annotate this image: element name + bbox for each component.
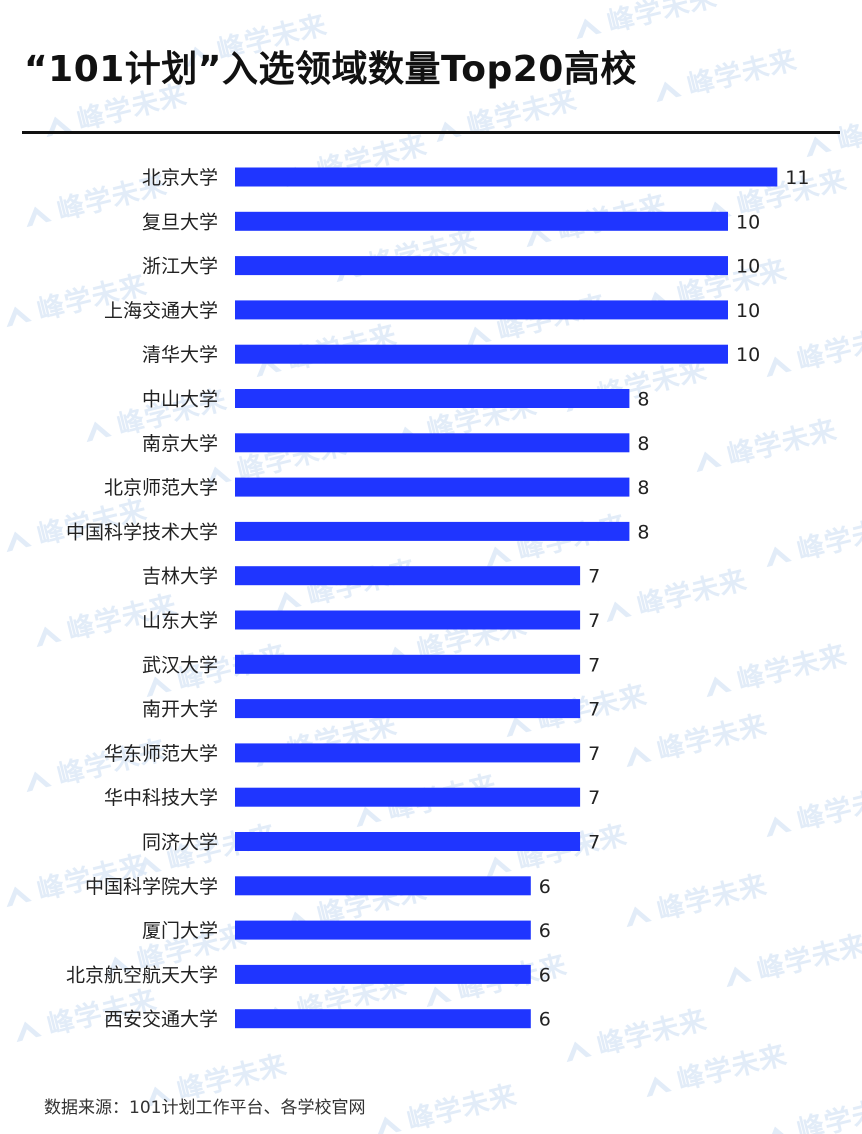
bar (235, 256, 728, 276)
category-label: 清华大学 (142, 344, 218, 366)
value-label: 7 (588, 743, 600, 765)
value-label: 7 (588, 610, 600, 632)
category-label: 同济大学 (142, 832, 218, 854)
bar (235, 876, 531, 896)
category-label: 北京大学 (142, 167, 218, 189)
category-label: 武汉大学 (142, 654, 218, 676)
value-label: 11 (785, 167, 809, 189)
category-label: 复旦大学 (142, 211, 218, 233)
value-label: 7 (588, 832, 600, 854)
value-label: 8 (637, 521, 649, 543)
category-label: 厦门大学 (142, 920, 218, 942)
bar (235, 832, 581, 851)
value-label: 8 (637, 433, 649, 455)
bar (235, 610, 581, 630)
bar (235, 787, 581, 807)
bar (235, 389, 630, 408)
category-label: 南京大学 (142, 433, 218, 455)
category-label: 吉林大学 (142, 566, 218, 588)
category-label: 浙江大学 (142, 256, 218, 278)
category-label: 中国科学技术大学 (66, 521, 218, 543)
bar (235, 521, 630, 541)
category-label: 南开大学 (142, 699, 218, 721)
bar (235, 211, 728, 231)
bar (235, 699, 581, 719)
bar (235, 743, 581, 763)
value-label: 7 (588, 654, 600, 676)
value-label: 6 (539, 920, 551, 942)
title-divider (22, 131, 840, 134)
category-label: 中山大学 (142, 389, 218, 411)
bar (235, 477, 630, 497)
category-label: 北京航空航天大学 (66, 964, 218, 986)
value-label: 7 (588, 699, 600, 721)
value-label: 6 (539, 876, 551, 898)
category-label: 中国科学院大学 (85, 876, 218, 898)
bar (235, 920, 531, 940)
value-label: 7 (588, 566, 600, 588)
bar (235, 964, 531, 984)
category-label: 山东大学 (142, 610, 218, 632)
value-label: 10 (736, 344, 760, 366)
category-label: 北京师范大学 (104, 477, 218, 499)
bar (235, 167, 778, 187)
category-label: 西安交通大学 (104, 1009, 218, 1031)
bar (235, 566, 581, 586)
value-label: 6 (539, 964, 551, 986)
category-label: 上海交通大学 (104, 300, 218, 322)
value-label: 8 (637, 389, 649, 411)
bar (235, 344, 728, 364)
bar (235, 433, 630, 453)
category-label: 华东师范大学 (104, 743, 218, 765)
value-label: 10 (736, 211, 760, 233)
source-note: 数据来源：101计划工作平台、各学校官网 (44, 1098, 366, 1118)
category-label: 华中科技大学 (104, 787, 218, 809)
value-label: 8 (637, 477, 649, 499)
value-label: 10 (736, 256, 760, 278)
value-label: 10 (736, 300, 760, 322)
bar (235, 654, 581, 674)
bar (235, 1009, 531, 1029)
value-label: 6 (539, 1009, 551, 1031)
chart-title: “101计划”入选领域数量Top20高校 (24, 49, 637, 90)
value-label: 7 (588, 787, 600, 809)
bar (235, 300, 728, 320)
